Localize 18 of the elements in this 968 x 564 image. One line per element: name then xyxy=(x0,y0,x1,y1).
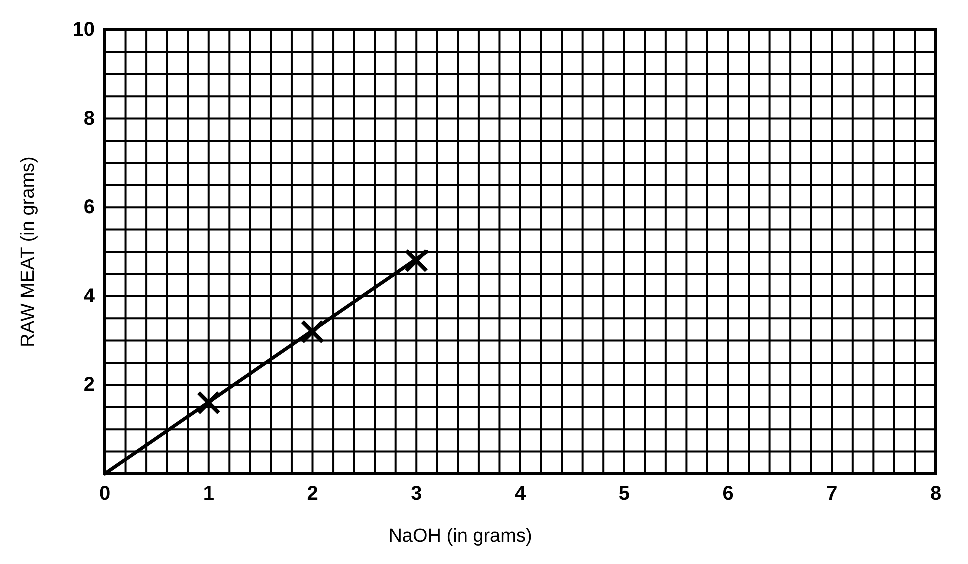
y-tick-label: 8 xyxy=(84,108,95,130)
y-tick-label: 2 xyxy=(84,374,95,396)
x-tick-label: 1 xyxy=(203,483,214,505)
x-tick-label: 5 xyxy=(618,483,630,505)
x-tick-label: 2 xyxy=(307,483,318,505)
x-tick-label: 6 xyxy=(722,483,734,505)
x-tick-label: 3 xyxy=(411,483,422,505)
x-tick-label: 4 xyxy=(514,483,527,505)
y-tick-label: 4 xyxy=(84,285,96,308)
y-axis-title: RAW MEAT (in grams) xyxy=(18,156,39,348)
y-tick-label: 6 xyxy=(84,196,95,219)
x-tick-label: 0 xyxy=(99,483,111,505)
point xyxy=(196,390,221,415)
x-axis-title: NaOH (in grams) xyxy=(388,526,532,547)
x-tick-label: 7 xyxy=(826,483,838,505)
point xyxy=(300,320,325,344)
y-tick-label: 10 xyxy=(72,19,95,41)
x-tick-label: 8 xyxy=(930,483,942,505)
